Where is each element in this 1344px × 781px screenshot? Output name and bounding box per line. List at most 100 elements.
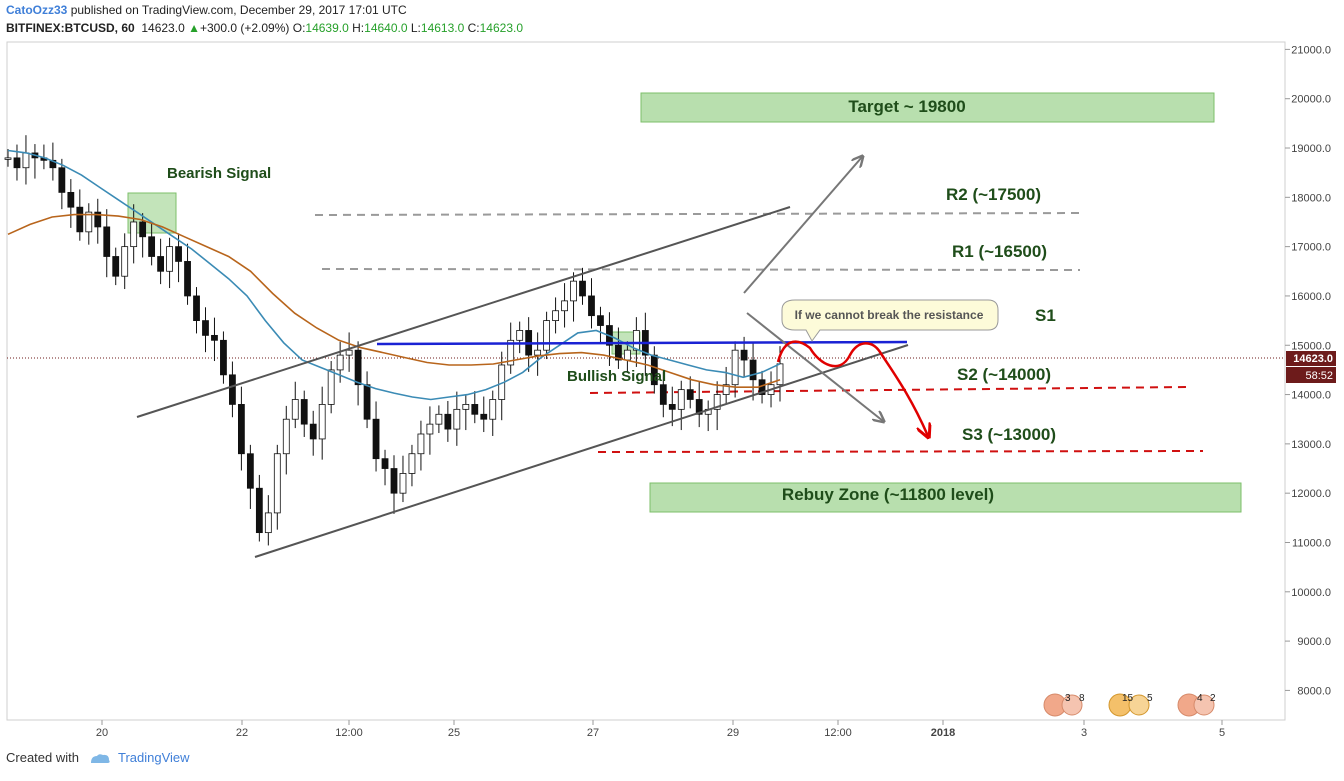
tradingview-logo-icon	[90, 753, 110, 763]
candle-body	[677, 389, 685, 410]
candle-body	[121, 246, 129, 277]
y-tick-label: 21000.0	[1291, 44, 1331, 56]
r2-dashed-line	[314, 212, 1086, 216]
candle-body	[67, 191, 75, 208]
candle-body	[623, 349, 631, 361]
footer: Created with TradingView	[6, 750, 190, 765]
x-tick-label: 5	[1219, 727, 1225, 739]
low-value: 14613.0	[420, 21, 465, 35]
x-tick-label: 25	[448, 727, 460, 739]
y-tick-label: 16000.0	[1291, 291, 1331, 303]
s2-label: S2 (~14000)	[957, 365, 1051, 384]
callout-text: If we cannot break the resistance	[795, 308, 984, 322]
price-candles	[4, 135, 784, 546]
candle-body	[597, 315, 604, 326]
candle-body	[94, 211, 102, 228]
s3-label: S3 (~13000)	[962, 425, 1056, 444]
candle-body	[516, 330, 524, 341]
event-marker-1[interactable]: 3 8	[1043, 693, 1085, 717]
y-tick-label: 13000.0	[1291, 439, 1331, 451]
candle-body	[112, 256, 120, 277]
event-1-count-a: 3	[1065, 693, 1071, 704]
publish-line: CatoOzz33 published on TradingView.com, …	[6, 3, 407, 17]
candle-body	[130, 221, 138, 248]
candle-body	[579, 280, 586, 297]
tradingview-link[interactable]: TradingView	[118, 750, 190, 765]
channel-lower-line	[254, 344, 909, 558]
event-marker-3[interactable]: 4 2	[1177, 693, 1216, 717]
ema-slow-line	[7, 213, 781, 388]
candle-body	[417, 433, 425, 455]
us-flag-icon-inner	[1193, 694, 1215, 716]
candle-body	[103, 226, 111, 257]
candle-body	[148, 236, 156, 257]
target-label: Target ~ 19800	[848, 97, 965, 116]
bearish-arrow	[746, 312, 883, 421]
r1-dashed-line	[321, 268, 1081, 271]
event-1-count-b: 8	[1079, 693, 1085, 704]
publish-info: published on TradingView.com, December 2…	[67, 3, 407, 17]
resistance-line[interactable]	[376, 340, 908, 346]
ohlc-line: BITFINEX:BTCUSD, 60 14623.0 ▲+300.0 (+2.…	[6, 21, 523, 35]
y-tick-label: 14000.0	[1291, 390, 1331, 402]
candle-body	[695, 399, 703, 415]
candle-body	[175, 246, 182, 262]
last-price-badge-text: 14623.0	[1293, 353, 1333, 365]
candle-body	[390, 468, 398, 494]
bullish-arrow	[743, 157, 862, 294]
candle-body	[740, 349, 748, 361]
event-2-count-a: 15	[1122, 693, 1134, 704]
high-value: 14640.0	[364, 21, 408, 35]
candle-body	[632, 330, 640, 351]
x-tick-label: 22	[236, 727, 248, 739]
candle-body	[686, 389, 694, 400]
y-tick-label: 10000.0	[1291, 587, 1331, 599]
bullish-signal-label: Bullish Signal	[567, 368, 666, 385]
candle-body	[4, 157, 12, 160]
candle-body	[184, 261, 191, 297]
candle-body	[202, 320, 209, 336]
candle-body	[363, 384, 371, 420]
candle-body	[731, 349, 739, 386]
candle-body	[336, 354, 344, 371]
us-flag-icon-inner	[1061, 694, 1083, 716]
candle-body	[345, 349, 353, 356]
symbol-label[interactable]: BITFINEX:BTCUSD, 60	[6, 21, 135, 35]
y-tick-label: 20000.0	[1291, 94, 1331, 106]
candle-body	[166, 246, 173, 272]
candle-body	[570, 280, 577, 302]
candle-body	[300, 399, 308, 425]
candle-body	[615, 344, 622, 361]
x-tick-label: 20	[96, 727, 108, 739]
candle-body	[543, 320, 551, 351]
created-with-label: Created with	[6, 750, 79, 765]
candle-body	[309, 423, 317, 440]
target-zone	[640, 92, 1215, 123]
candle-body	[264, 512, 272, 534]
candle-body	[193, 295, 200, 321]
candle-body	[381, 458, 389, 469]
candle-body	[471, 404, 479, 415]
open-label: O:	[292, 21, 306, 35]
low-label: L:	[410, 21, 421, 35]
rebuy-zone	[649, 482, 1242, 513]
candle-body	[668, 404, 676, 410]
candle-body	[237, 404, 245, 455]
candle-body	[507, 339, 515, 366]
candle-body	[327, 369, 335, 405]
x-tick-label: 12:00	[335, 727, 363, 739]
event-3-count-a: 4	[1197, 693, 1203, 704]
candle-body	[211, 334, 218, 341]
author-link[interactable]: CatoOzz33	[6, 3, 68, 17]
candle-body	[85, 211, 93, 233]
candle-body	[588, 295, 595, 317]
candle-body	[13, 157, 21, 169]
price-change: +300.0 (+2.09%)	[199, 21, 290, 35]
y-tick-label: 18000.0	[1291, 192, 1331, 204]
channel-upper-line	[136, 206, 791, 418]
y-tick-label: 9000.0	[1297, 636, 1331, 648]
event-marker-2[interactable]: 15 5	[1108, 693, 1153, 717]
x-tick-label: 3	[1081, 727, 1087, 739]
